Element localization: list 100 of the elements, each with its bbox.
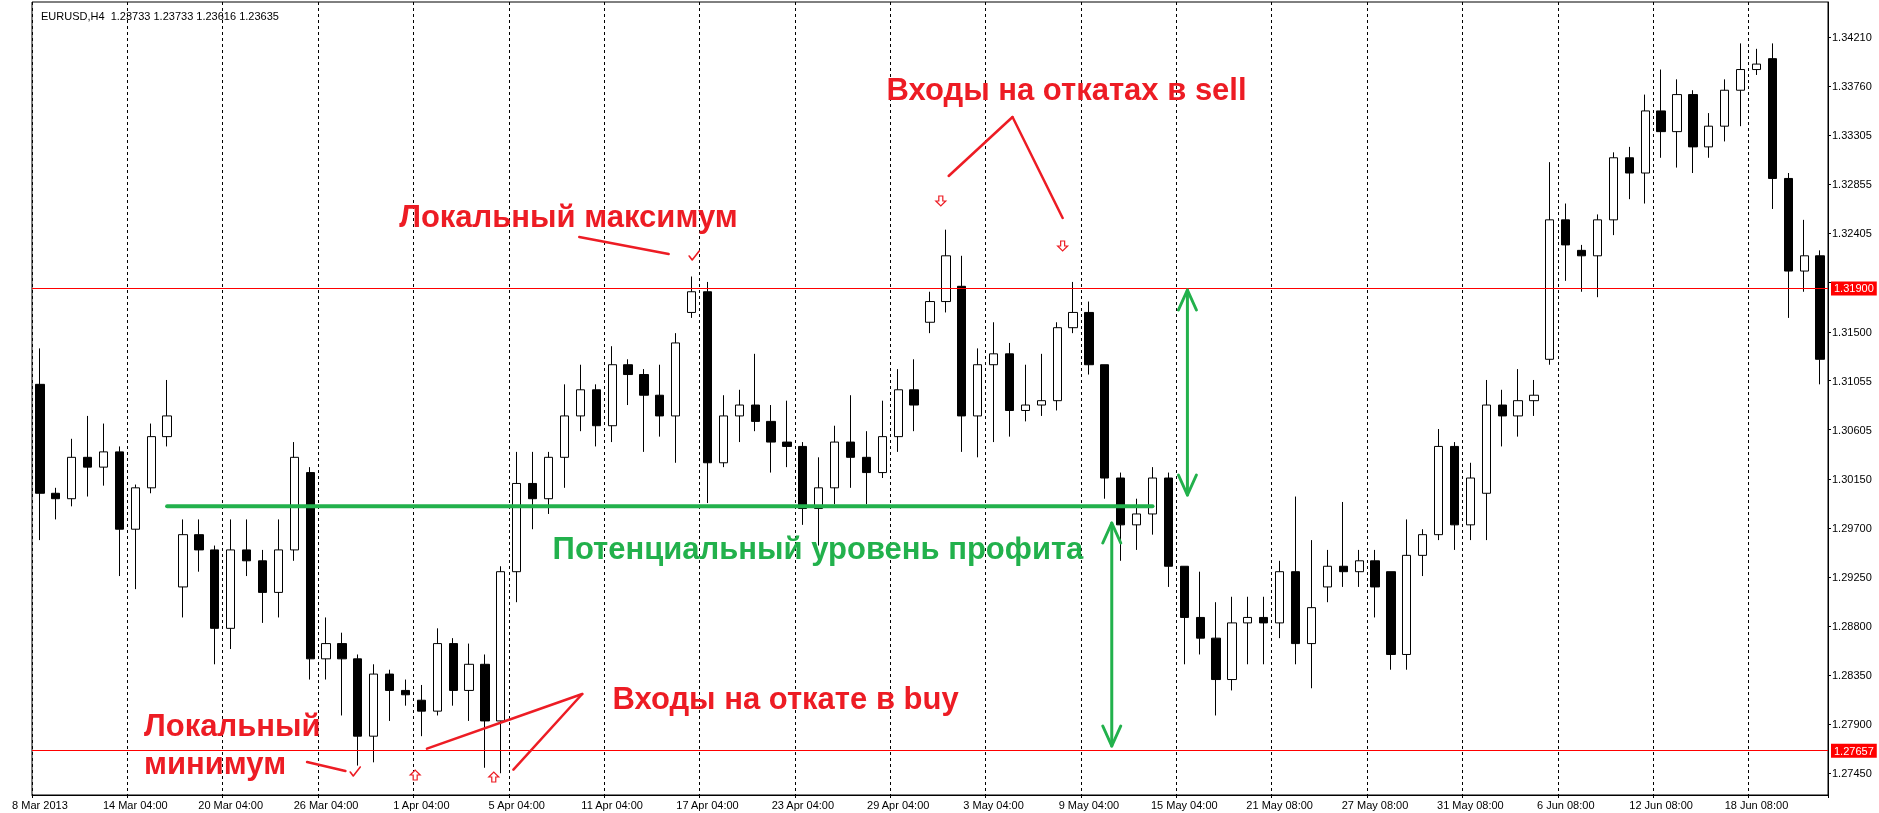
candlestick <box>1196 571 1205 655</box>
candlestick <box>1275 560 1284 639</box>
candlestick <box>639 368 649 453</box>
candlestick <box>512 451 521 603</box>
candlestick <box>1084 301 1094 376</box>
y-tick-label: 1.28800 <box>1832 620 1872 633</box>
candlestick <box>1704 112 1713 159</box>
candlestick <box>385 669 394 722</box>
x-tick-label: 26 Mar 04:00 <box>293 798 359 811</box>
candlestick <box>401 679 410 707</box>
candlestick <box>464 643 474 722</box>
x-tick-label: 15 May 04:00 <box>1150 798 1218 811</box>
y-tick-label: 1.27450 <box>1832 767 1872 780</box>
x-tick-label: 12 Jun 08:00 <box>1629 798 1693 811</box>
candlestick <box>306 466 315 681</box>
y-tick-label: 1.34210 <box>1832 30 1872 43</box>
candlestick <box>417 684 426 737</box>
candlestick <box>1482 379 1491 541</box>
x-tick-label: 31 May 08:00 <box>1437 798 1504 811</box>
candlestick <box>1037 353 1046 417</box>
x-tick-label: 5 Apr 04:00 <box>488 798 545 811</box>
candlestick <box>83 415 92 498</box>
x-tick-label: 29 Apr 04:00 <box>867 798 930 811</box>
candlestick <box>290 441 299 562</box>
candlestick <box>528 451 537 530</box>
candlestick <box>1752 48 1761 76</box>
x-tick-label: 11 Apr 04:00 <box>581 798 643 811</box>
candlestick <box>1116 472 1125 562</box>
y-tick-label: 1.30605 <box>1832 423 1872 436</box>
x-tick-label: 23 Apr 04:00 <box>771 798 835 811</box>
candlestick <box>1641 94 1650 205</box>
candlestick <box>1800 219 1809 293</box>
candlestick <box>1815 249 1825 385</box>
candlestick <box>1164 472 1173 588</box>
x-tick-label: 27 May 08:00 <box>1341 798 1409 811</box>
candlestick <box>830 425 839 505</box>
candlestick <box>1672 78 1682 169</box>
candlestick <box>973 347 982 458</box>
x-tick-label: 17 Apr 04:00 <box>676 798 739 811</box>
candlestick <box>147 423 156 494</box>
candlestick <box>1068 281 1078 334</box>
candlestick <box>909 358 919 432</box>
candlestick <box>433 627 442 716</box>
candlestick <box>655 364 664 438</box>
candlestick <box>1211 601 1221 716</box>
x-tick-label: 14 Mar 04:00 <box>102 798 168 811</box>
candlestick <box>480 653 490 769</box>
candlestick <box>274 518 283 618</box>
candlestick <box>194 518 204 573</box>
candlestick <box>862 430 871 505</box>
candlestick <box>894 368 903 453</box>
candlestick <box>1498 389 1507 447</box>
candlestick <box>1402 518 1411 671</box>
candlestick <box>1132 498 1141 551</box>
candlestick <box>623 358 633 406</box>
candlestick <box>1307 539 1316 689</box>
candlestick <box>1736 42 1745 127</box>
candlestick <box>751 353 760 432</box>
candlestick <box>1355 549 1364 588</box>
candlestick <box>735 389 744 443</box>
candlestick <box>687 276 696 319</box>
x-tick-label: 21 May 08:00 <box>1246 798 1313 811</box>
candlestick <box>1561 203 1570 282</box>
candlestick <box>560 383 569 489</box>
candlestick <box>1386 571 1396 671</box>
x-tick-label: 18 Jun 08:00 <box>1724 798 1789 811</box>
candlestick <box>1688 89 1698 174</box>
annotation: Входы на откате в buy <box>612 681 960 717</box>
candlestick <box>766 404 776 474</box>
candlestick <box>576 364 585 432</box>
candlestick <box>1529 379 1539 417</box>
candlestick <box>162 379 172 447</box>
x-tick-label: 1 Apr 04:00 <box>393 798 450 811</box>
candlestick <box>1434 428 1443 541</box>
candlestick <box>1768 42 1777 210</box>
x-tick-label: 3 May 04:00 <box>963 798 1024 811</box>
candlestick <box>1609 151 1618 236</box>
candlestick <box>782 400 792 468</box>
candlestick <box>1418 528 1427 577</box>
candlestick <box>1784 172 1793 319</box>
candlestick <box>496 565 505 774</box>
y-tick-label: 1.33760 <box>1832 79 1872 92</box>
candlestick <box>369 663 378 763</box>
ref-line-label: 1.27657 <box>1834 744 1874 757</box>
candlestick <box>449 637 458 707</box>
candlestick <box>1513 368 1523 438</box>
candlestick <box>353 653 362 767</box>
candlestick <box>1577 244 1586 293</box>
y-tick-label: 1.32855 <box>1832 178 1872 191</box>
text: EURUSD,H4 1.23733 1.23733 1.23616 1.23635 <box>41 9 279 22</box>
candlestick <box>925 291 935 334</box>
candlestick <box>1593 213 1602 298</box>
y-tick-label: 1.33305 <box>1832 129 1872 142</box>
candlestick <box>210 545 219 665</box>
annotation: Локальный максимум <box>399 199 738 235</box>
y-tick-label: 1.28350 <box>1832 669 1872 682</box>
candlestick <box>1625 146 1634 200</box>
candlestick <box>337 632 347 716</box>
candlestick <box>703 281 712 504</box>
candlestick <box>1227 596 1237 691</box>
